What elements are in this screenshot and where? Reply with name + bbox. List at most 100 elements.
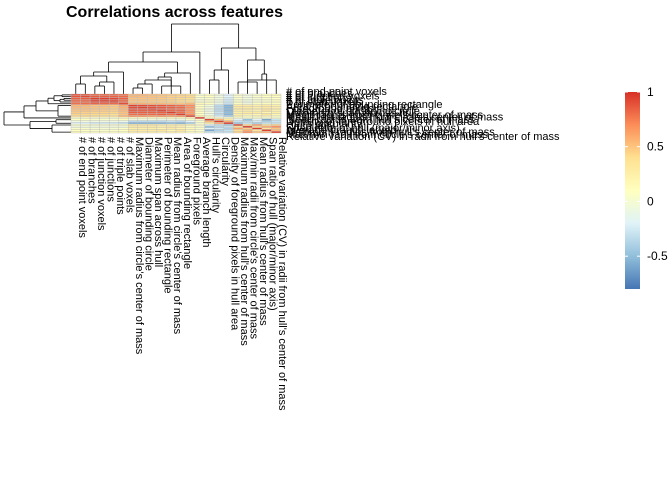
heatmap-cell: [166, 93, 177, 96]
heatmap-cell: [70, 97, 81, 100]
heatmap-cell: [204, 111, 215, 114]
heatmap-cell: [204, 97, 215, 100]
heatmap-cell: [233, 118, 244, 121]
heatmap-cell: [118, 93, 129, 96]
column-label: Foreground pixels: [190, 137, 202, 226]
heatmap-cell: [194, 95, 205, 98]
heatmap-cell: [99, 131, 110, 134]
heatmap-cell: [261, 125, 272, 128]
heatmap-cell: [118, 95, 129, 98]
heatmap-cell: [99, 102, 110, 105]
heatmap-cell: [175, 129, 186, 132]
heatmap-cell: [271, 107, 282, 111]
heatmap-cell: [166, 99, 177, 102]
heatmap-cell: [252, 109, 263, 112]
heatmap-cell: [223, 111, 234, 114]
heatmap-cell: [252, 104, 263, 107]
heatmap-cell: [108, 95, 119, 98]
heatmap-cell: [175, 122, 186, 125]
heatmap-cell: [242, 113, 253, 116]
row-label: Maximum radius from circle's center of m…: [286, 112, 504, 124]
heatmap-cell: [147, 118, 158, 121]
heatmap-cell: [137, 122, 148, 125]
heatmap-cell: [242, 122, 253, 125]
heatmap-cell: [194, 113, 205, 116]
row-label: Span ratio of hull (major/minor axis): [286, 122, 460, 134]
column-label: # of branches: [85, 137, 97, 204]
heatmap-cell: [80, 111, 91, 114]
heatmap-cell: [175, 116, 186, 120]
row-label: Density of foreground pixels in hull are…: [286, 116, 480, 128]
heatmap-cell: [185, 125, 196, 128]
row-label: Area of bounding rectangle: [286, 101, 418, 113]
heatmap-cell: [213, 102, 224, 105]
heatmap-cell: [233, 102, 244, 105]
heatmap-cell: [175, 109, 186, 112]
heatmap-cell: [261, 129, 272, 132]
heatmap-cell: [242, 102, 253, 105]
heatmap-cell: [156, 109, 167, 112]
heatmap-cell: [128, 109, 139, 112]
heatmap-cell: [223, 131, 234, 134]
heatmap-cell: [271, 120, 282, 123]
heatmap-cell: [233, 115, 244, 118]
column-label: Average branch length: [200, 137, 212, 248]
heatmap-cell: [233, 109, 244, 112]
heatmap-cell: [118, 113, 129, 116]
heatmap-cell: [137, 104, 148, 107]
heatmap-cell: [137, 99, 148, 102]
heatmap-cell: [166, 120, 177, 123]
heatmap-cell: [252, 131, 263, 134]
heatmap-cell: [128, 111, 139, 114]
heatmap-cell: [252, 113, 263, 116]
heatmap-cell: [99, 100, 110, 104]
heatmap-cell: [137, 109, 148, 112]
heatmap-cell: [80, 115, 91, 118]
row-label: # of junction voxels: [286, 90, 380, 102]
heatmap-cell: [118, 131, 129, 134]
heatmap-cell: [80, 106, 91, 109]
heatmap-cell: [99, 120, 110, 123]
heatmap-cell: [223, 129, 234, 132]
heatmap-cell: [223, 115, 234, 118]
heatmap-cell: [194, 116, 205, 120]
heatmap-cell: [261, 93, 272, 96]
heatmap-cell: [156, 125, 167, 128]
heatmap-cell: [147, 113, 158, 116]
heatmap-cell: [261, 95, 272, 98]
heatmap-cell: [213, 113, 224, 116]
heatmap-cell: [147, 99, 158, 102]
heatmap-cell: [242, 129, 253, 132]
heatmap-cell: [213, 97, 224, 100]
heatmap-cell: [185, 99, 196, 102]
heatmap-cell: [99, 109, 110, 112]
heatmap-cell: [156, 115, 167, 118]
heatmap-cell: [80, 123, 91, 127]
heatmap-cell: [166, 113, 177, 116]
column-labels: # of end point voxels# of branches# of j…: [76, 137, 288, 411]
heatmap-cell: [271, 122, 282, 125]
heatmap-cell: [70, 131, 81, 134]
heatmap-cell: [185, 102, 196, 105]
heatmap-cell: [99, 115, 110, 118]
row-label: Average branch length: [286, 125, 397, 137]
row-labels: # of end point voxels# of branches# of j…: [286, 86, 560, 143]
heatmap-cell: [166, 131, 177, 134]
heatmap-cell: [223, 109, 234, 112]
heatmap-cell: [233, 120, 244, 123]
heatmap-cell: [242, 95, 253, 98]
color-legend: 1 0.5 0 -0.5: [625, 85, 668, 289]
heatmap-cell: [156, 93, 167, 96]
heatmap-cell: [156, 120, 167, 123]
heatmap-cell: [261, 106, 272, 109]
heatmap-cell: [204, 99, 215, 102]
heatmap-cell: [185, 95, 196, 98]
heatmap-cell: [89, 127, 100, 130]
heatmap-cell: [137, 123, 148, 127]
heatmap-cell: [166, 127, 177, 130]
heatmap-cell: [80, 102, 91, 105]
heatmap-cell: [252, 125, 263, 128]
heatmap-cell: [271, 109, 282, 112]
heatmap-cell: [185, 127, 196, 130]
heatmap-cell: [194, 129, 205, 132]
